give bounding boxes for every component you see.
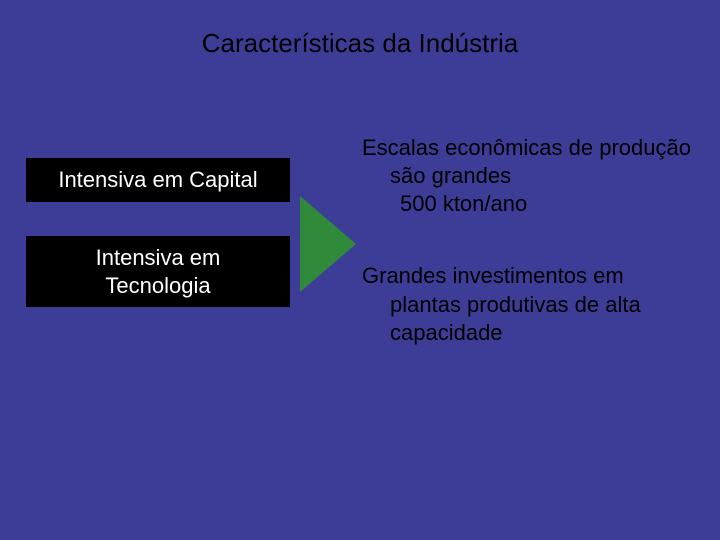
arrow-icon [300, 196, 356, 292]
right-column: Escalas econômicas de produção são grand… [362, 134, 700, 347]
slide-title: Características da Indústria [0, 28, 720, 59]
paragraph-1-sub: 500 kton/ano [362, 190, 700, 218]
paragraph-2: Grandes investimentos em plantas produti… [362, 262, 700, 346]
paragraph-1: Escalas econômicas de produção são grand… [362, 134, 700, 190]
box-technology: Intensiva em Tecnologia [26, 236, 290, 307]
box-technology-line1: Intensiva em [96, 245, 221, 270]
box-capital: Intensiva em Capital [26, 158, 290, 202]
slide: Características da Indústria Intensiva e… [0, 0, 720, 540]
box-technology-line2: Tecnologia [105, 273, 210, 298]
